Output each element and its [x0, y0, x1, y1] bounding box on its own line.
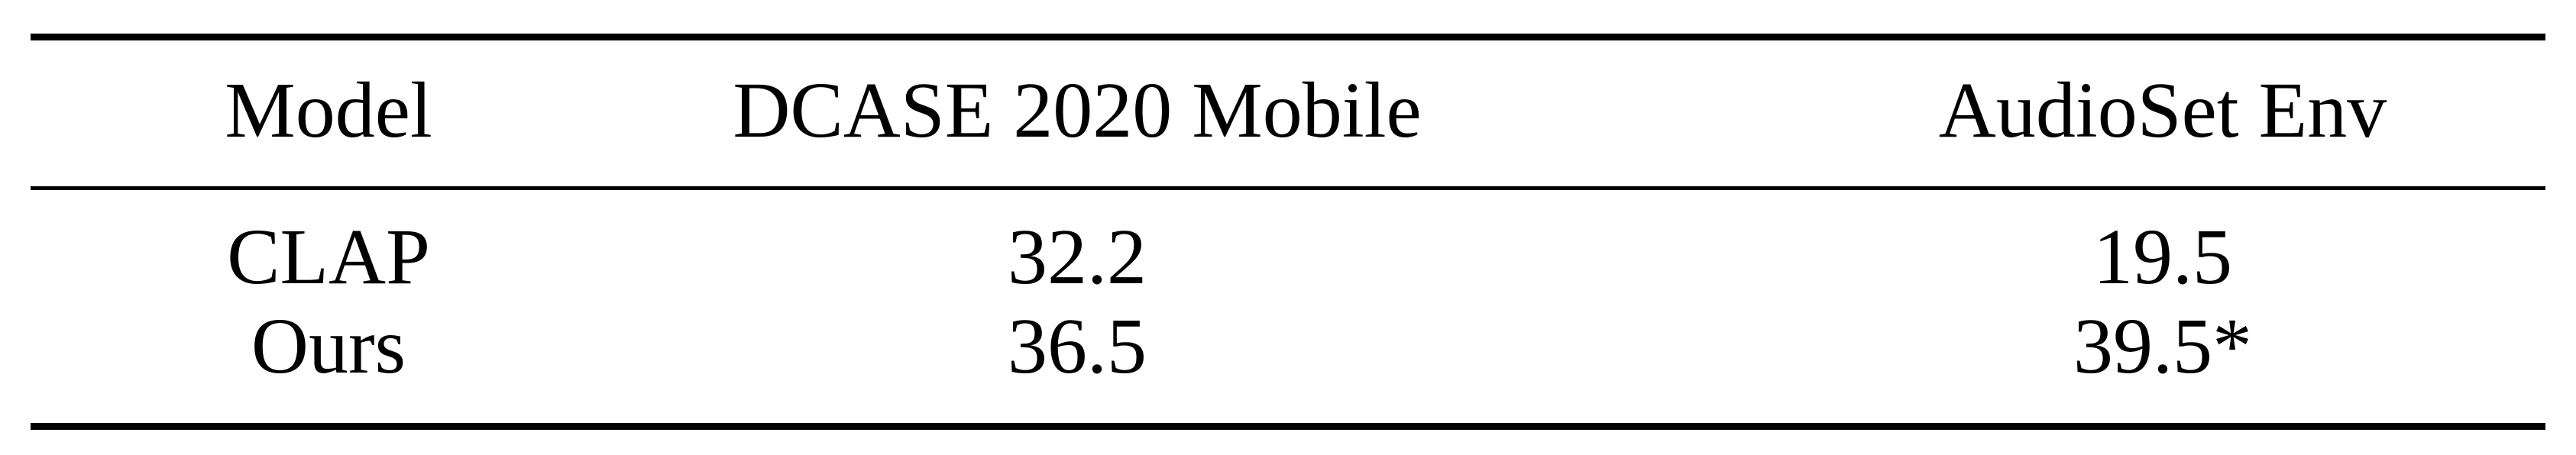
top-rule — [31, 34, 2545, 40]
cell-model: Ours — [251, 302, 406, 390]
cell-audioset: 19.5 — [2093, 213, 2232, 301]
bottom-rule — [31, 423, 2545, 430]
cell-audioset: 39.5* — [2073, 302, 2252, 390]
header-audioset-env: AudioSet Env — [1938, 66, 2387, 154]
cell-model: CLAP — [227, 213, 430, 301]
header-row: Model DCASE 2020 Mobile AudioSet Env — [31, 69, 2545, 153]
header-model: Model — [225, 66, 432, 154]
cell-dcase: 32.2 — [1008, 213, 1147, 301]
header-rule — [31, 186, 2545, 190]
cell-dcase: 36.5 — [1008, 302, 1147, 390]
results-table: Model DCASE 2020 Mobile AudioSet Env CLA… — [31, 34, 2545, 431]
table-row: CLAP 32.2 19.5 — [31, 215, 2545, 299]
header-dcase-2020-mobile: DCASE 2020 Mobile — [733, 66, 1422, 154]
table-row: Ours 36.5 39.5* — [31, 305, 2545, 389]
